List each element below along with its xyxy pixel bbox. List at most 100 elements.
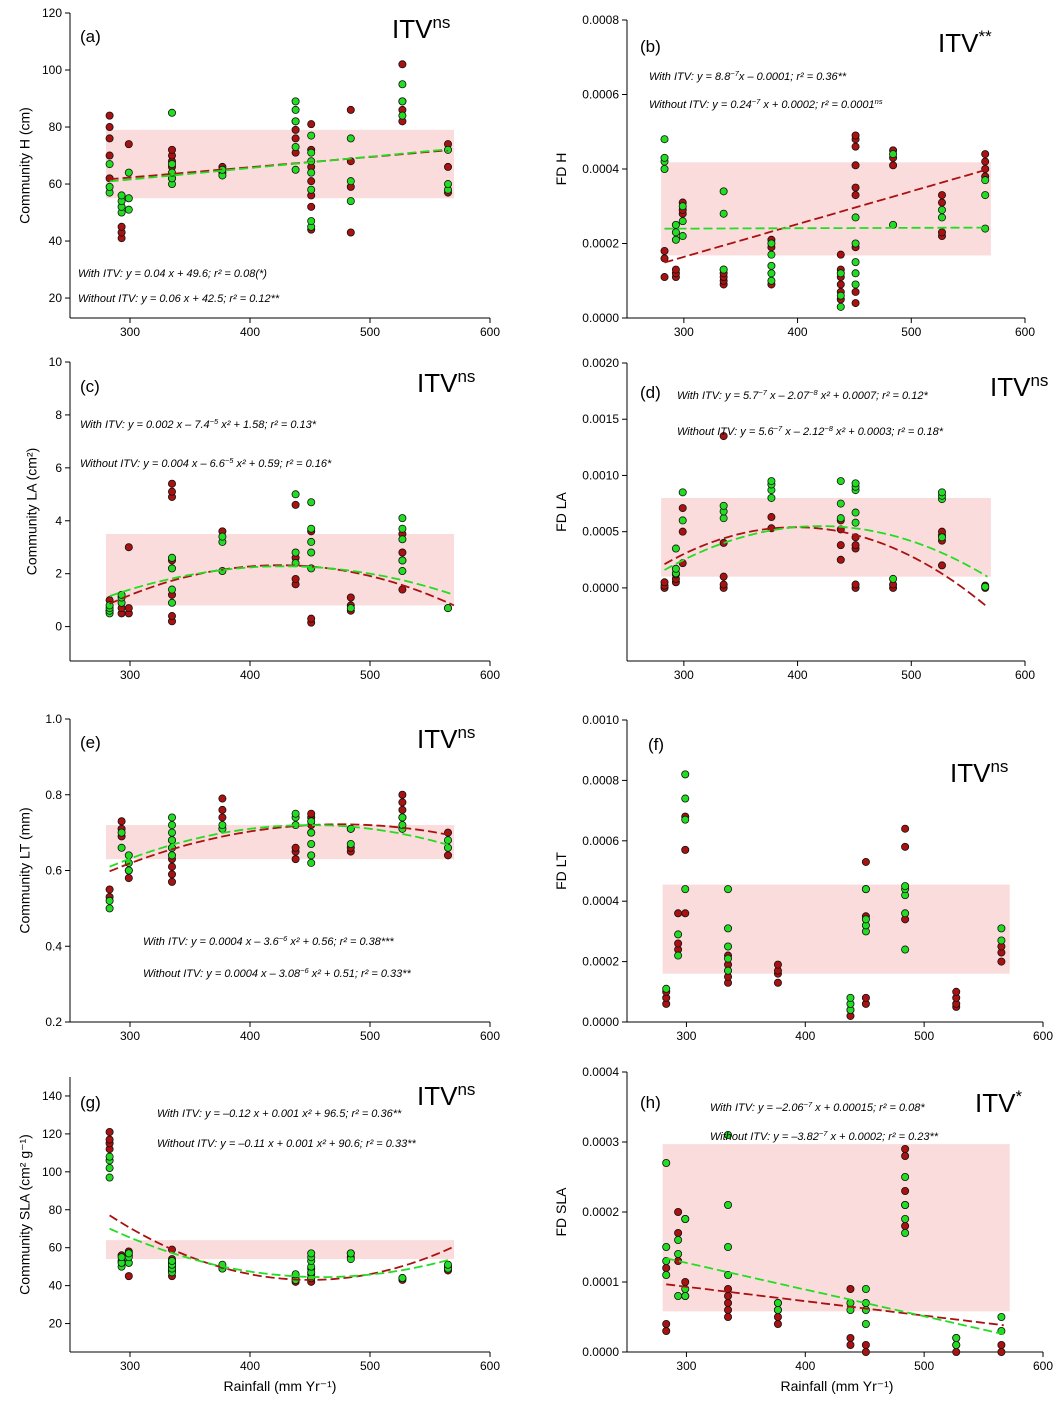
point-without-itv <box>836 555 845 564</box>
point-with-itv <box>307 168 316 177</box>
fit-line-with-itv <box>109 824 449 868</box>
point-without-itv <box>851 191 860 200</box>
y-tick-label: 1.0 <box>45 712 62 726</box>
itv-significance-label: ITV* <box>975 1087 1022 1118</box>
point-without-itv <box>678 504 687 513</box>
y-tick-label: 0.0002 <box>582 955 619 969</box>
point-with-itv <box>901 1229 910 1238</box>
point-with-itv <box>346 177 355 186</box>
point-with-itv <box>674 930 683 939</box>
equation-without-itv: Without ITV: y = –0.11 x + 0.001 x² + 90… <box>157 1138 416 1150</box>
x-tick-label: 300 <box>120 1359 140 1373</box>
point-with-itv <box>218 532 227 541</box>
point-with-itv <box>901 1215 910 1224</box>
point-with-itv <box>167 813 176 822</box>
point-without-itv <box>997 1348 1006 1357</box>
y-axis-title: FD SLA <box>553 1187 569 1237</box>
point-with-itv <box>719 514 728 523</box>
panel-label: (a) <box>80 27 101 46</box>
point-with-itv <box>681 815 690 824</box>
point-with-itv <box>443 1260 452 1269</box>
point-without-itv <box>851 142 860 151</box>
itv-significance-label: ITVns <box>392 13 450 44</box>
point-with-itv <box>218 821 227 830</box>
point-with-itv <box>836 269 845 278</box>
point-with-itv <box>997 936 1006 945</box>
fit-line-with-itv <box>109 148 449 183</box>
point-without-itv <box>846 1285 855 1294</box>
x-tick-label: 600 <box>1033 1359 1053 1373</box>
point-with-itv <box>767 261 776 270</box>
reference-band <box>662 1144 1010 1312</box>
x-tick-label: 500 <box>360 668 380 682</box>
point-without-itv <box>724 1299 733 1308</box>
point-with-itv <box>167 564 176 573</box>
reference-band <box>661 162 991 256</box>
point-without-itv <box>660 578 669 587</box>
point-without-itv <box>346 593 355 602</box>
x-tick-label: 600 <box>1033 1029 1053 1043</box>
fit-line-without-itv <box>109 1214 452 1281</box>
point-without-itv <box>167 145 176 154</box>
point-with-itv <box>291 97 300 106</box>
equation-with-itv: With ITV: y = 0.002 x – 7.4−5 x² + 1.58;… <box>80 417 317 431</box>
point-without-itv <box>937 191 946 200</box>
point-with-itv <box>678 217 687 226</box>
point-without-itv <box>773 978 782 987</box>
y-tick-label: 0.0003 <box>582 1135 619 1149</box>
panel-h: 300 400 500 600 0.0000 0.0001 0.0002 0.0003 0.00… <box>553 1065 1053 1373</box>
point-with-itv <box>937 488 946 497</box>
point-without-itv <box>124 543 133 552</box>
x-tick-label: 400 <box>788 325 808 339</box>
panel-label: (e) <box>80 733 101 752</box>
y-axis-title: FD H <box>553 153 569 186</box>
point-with-itv <box>836 291 845 300</box>
point-with-itv <box>291 548 300 557</box>
point-with-itv <box>124 851 133 860</box>
fit-line-with-itv <box>664 226 986 230</box>
point-with-itv <box>678 232 687 241</box>
point-with-itv <box>443 843 452 852</box>
point-without-itv <box>346 105 355 114</box>
point-without-itv <box>997 1341 1006 1350</box>
point-with-itv <box>851 239 860 248</box>
fit-line-with-itv <box>109 565 455 597</box>
x-tick-label: 400 <box>240 668 260 682</box>
y-tick-label: 0.0005 <box>582 525 619 539</box>
fit-line-with-itv <box>109 1227 452 1279</box>
point-with-itv <box>851 269 860 278</box>
point-with-itv <box>851 518 860 527</box>
point-with-itv <box>671 544 680 553</box>
point-without-itv <box>105 1135 114 1144</box>
point-without-itv <box>124 140 133 149</box>
point-without-itv <box>674 909 683 918</box>
point-with-itv <box>105 160 114 169</box>
fit-line-without-itv <box>109 564 455 607</box>
y-tick-label: 0.0006 <box>582 834 619 848</box>
point-with-itv <box>307 185 316 194</box>
y-tick-label: 0.0004 <box>582 894 619 908</box>
y-tick-label: 100 <box>42 63 62 77</box>
point-with-itv <box>124 168 133 177</box>
point-with-itv <box>662 1243 671 1252</box>
point-without-itv <box>901 1187 910 1196</box>
point-without-itv <box>851 541 860 550</box>
point-without-itv <box>398 585 407 594</box>
equation-with-itv: With ITV: y = 0.0004 x – 3.6−6 x² + 0.56… <box>143 934 394 948</box>
point-with-itv <box>861 915 870 924</box>
y-axis-title: FD LA <box>553 492 569 532</box>
y-tick-label: 0.0000 <box>582 311 619 325</box>
point-with-itv <box>767 276 776 285</box>
point-with-itv <box>307 217 316 226</box>
point-with-itv <box>307 131 316 140</box>
point-with-itv <box>307 828 316 837</box>
point-with-itv <box>767 239 776 248</box>
point-with-itv <box>167 553 176 562</box>
point-without-itv <box>671 265 680 274</box>
point-without-itv <box>662 1264 671 1273</box>
point-without-itv <box>105 111 114 120</box>
point-with-itv <box>861 885 870 894</box>
panel-b: 300 400 500 600 0.0000 0.0002 0.0004 0.0006 0.00… <box>553 13 1035 339</box>
point-with-itv <box>105 1152 114 1161</box>
